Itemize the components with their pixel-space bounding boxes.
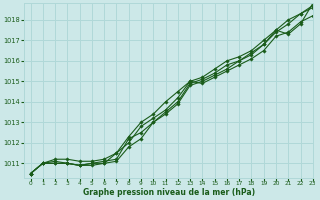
X-axis label: Graphe pression niveau de la mer (hPa): Graphe pression niveau de la mer (hPa) (83, 188, 255, 197)
